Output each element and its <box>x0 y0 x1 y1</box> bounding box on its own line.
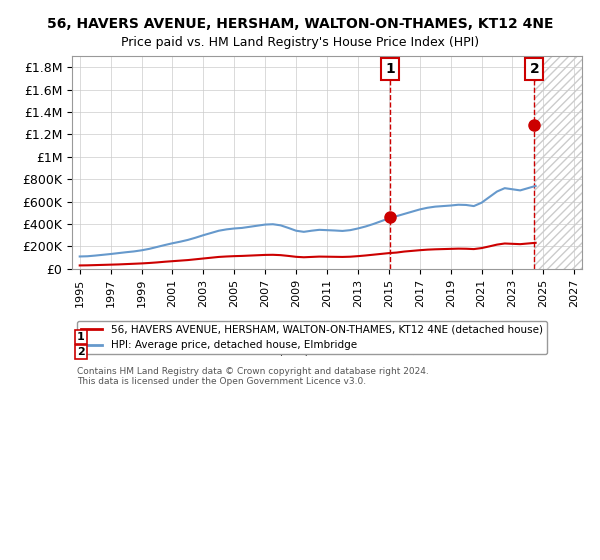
Bar <box>535 56 582 269</box>
Text: Price paid vs. HM Land Registry's House Price Index (HPI): Price paid vs. HM Land Registry's House … <box>121 36 479 49</box>
Text: 57% ↓ HPI: 57% ↓ HPI <box>388 332 448 342</box>
Legend: 56, HAVERS AVENUE, HERSHAM, WALTON-ON-THAMES, KT12 4NE (detached house), HPI: Av: 56, HAVERS AVENUE, HERSHAM, WALTON-ON-TH… <box>77 321 547 354</box>
Text: £1,285,000: £1,285,000 <box>266 347 329 357</box>
Text: £465,000: £465,000 <box>266 332 319 342</box>
Text: 1: 1 <box>77 332 85 342</box>
Text: 2: 2 <box>77 347 85 357</box>
Text: 23-JAN-2015: 23-JAN-2015 <box>118 332 188 342</box>
Text: Contains HM Land Registry data © Crown copyright and database right 2024.: Contains HM Land Registry data © Crown c… <box>77 367 429 376</box>
Text: 1: 1 <box>385 62 395 76</box>
Text: 2: 2 <box>530 62 539 76</box>
Text: 31-MAY-2024: 31-MAY-2024 <box>118 347 190 357</box>
Text: 56, HAVERS AVENUE, HERSHAM, WALTON-ON-THAMES, KT12 4NE: 56, HAVERS AVENUE, HERSHAM, WALTON-ON-TH… <box>47 17 553 31</box>
Text: 6% ↓ HPI: 6% ↓ HPI <box>388 347 440 357</box>
Text: This data is licensed under the Open Government Licence v3.0.: This data is licensed under the Open Gov… <box>77 377 366 386</box>
